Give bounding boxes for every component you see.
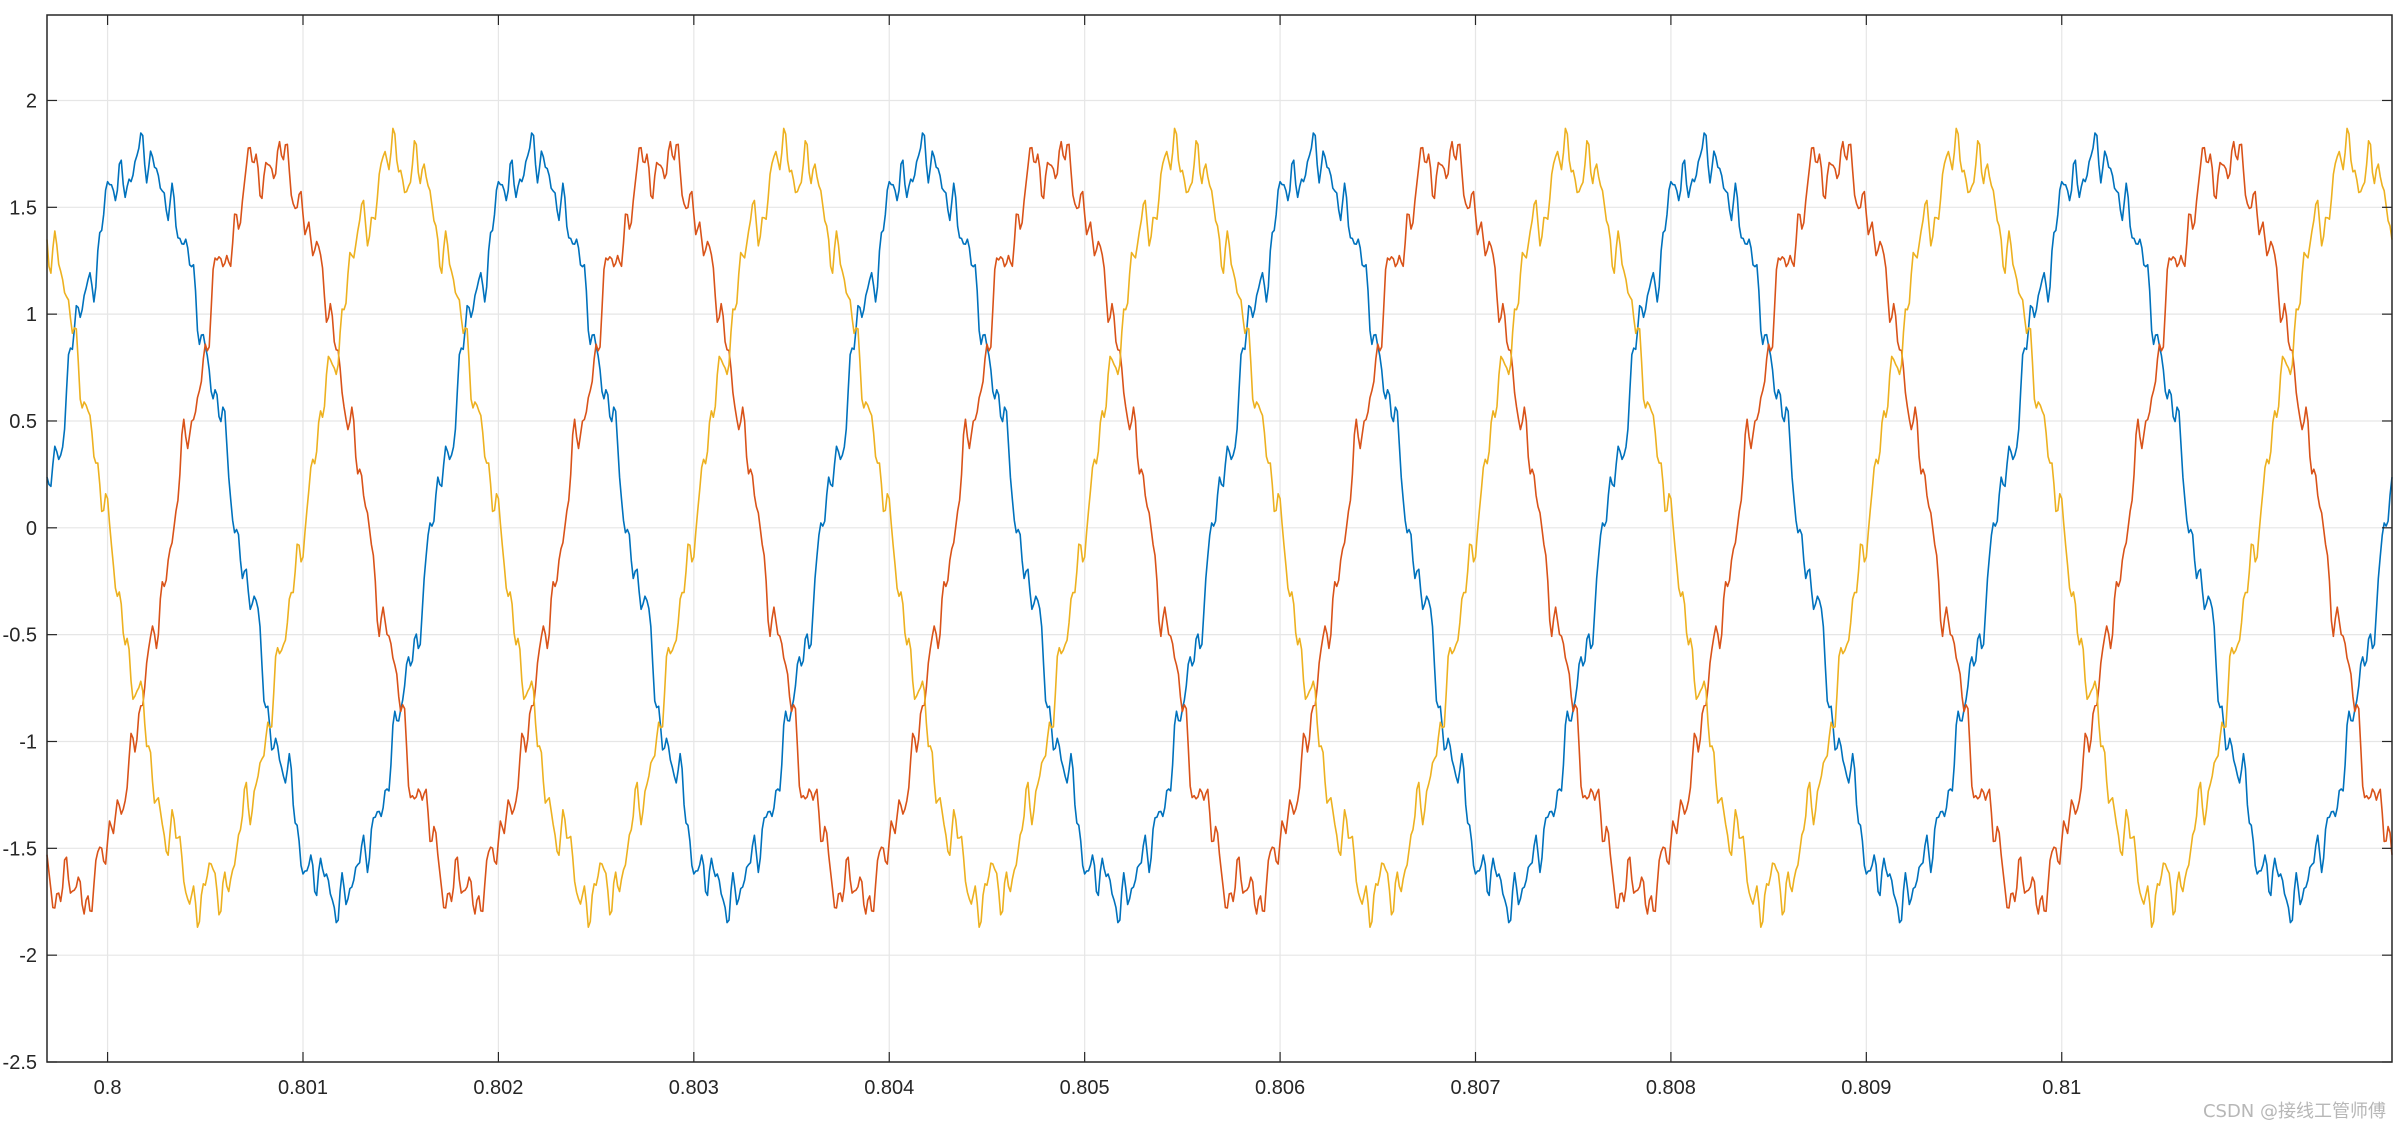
y-tick-label: 0.5 [9, 411, 37, 433]
watermark: CSDN @接线工管师傅 [2202, 1101, 2386, 1122]
series-line-1 [46, 132, 2393, 924]
series-line-2 [46, 140, 2393, 915]
y-tick-label: -1.5 [3, 838, 37, 860]
x-tick-label: 0.802 [473, 1077, 523, 1099]
x-tick-label: 0.81 [2042, 1077, 2081, 1099]
y-tick-label: 1.5 [9, 197, 37, 219]
x-tick-label: 0.807 [1450, 1077, 1500, 1099]
x-tick-label: 0.804 [864, 1077, 914, 1099]
axes-box [46, 14, 2393, 1063]
series-line-3 [46, 127, 2393, 929]
y-tick-label: 1 [26, 304, 37, 326]
x-tick-labels: 0.8 0.801 0.802 0.803 0.804 0.805 0.806 0.807 0.… [94, 1077, 2082, 1099]
x-tick-label: 0.803 [669, 1077, 719, 1099]
y-tick-label: 0 [26, 518, 37, 540]
x-tick-label: 0.808 [1646, 1077, 1696, 1099]
series-layer [46, 127, 2393, 929]
y-tick-label: -2 [19, 945, 37, 967]
x-tick-label: 0.806 [1255, 1077, 1305, 1099]
x-tick-label: 0.805 [1060, 1077, 1110, 1099]
tick-marks [47, 15, 2392, 1063]
y-tick-label: -1 [19, 731, 37, 753]
y-tick-label: -2.5 [3, 1052, 37, 1074]
x-tick-label: 0.801 [278, 1077, 328, 1099]
y-tick-label: 2 [26, 90, 37, 112]
y-tick-label: -0.5 [3, 625, 37, 647]
y-tick-labels: 2 1.5 1 0.5 0 -0.5 -1 -1.5 -2 -2.5 [3, 90, 37, 1074]
x-tick-label: 0.809 [1841, 1077, 1891, 1099]
x-tick-label: 0.8 [94, 1077, 122, 1099]
grid-lines [47, 15, 2392, 1063]
